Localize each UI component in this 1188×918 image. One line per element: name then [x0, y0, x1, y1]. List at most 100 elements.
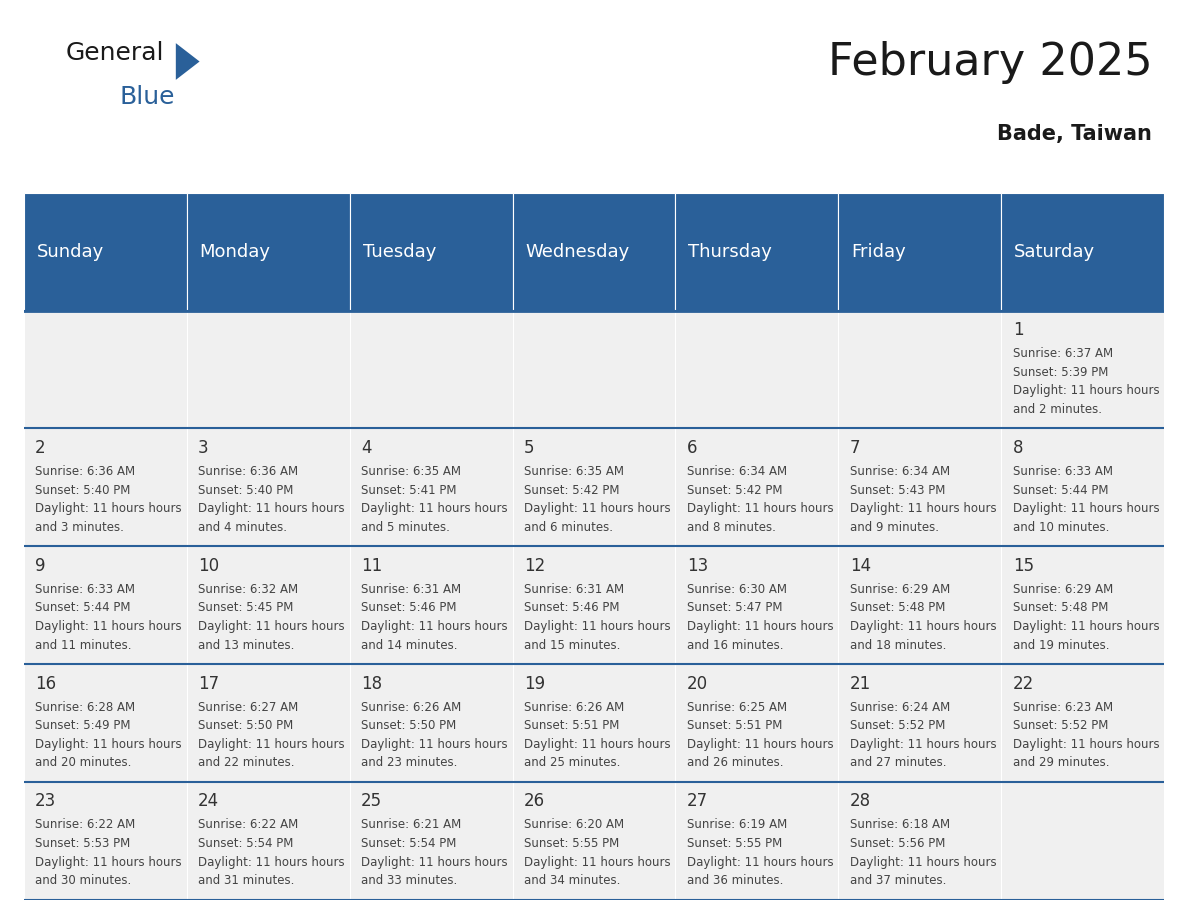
Text: Sunrise: 6:31 AM: Sunrise: 6:31 AM [524, 583, 624, 596]
Text: Daylight: 11 hours hours: Daylight: 11 hours hours [198, 620, 345, 633]
Text: Sunset: 5:52 PM: Sunset: 5:52 PM [1012, 719, 1108, 733]
Text: Blue: Blue [120, 85, 176, 109]
Text: Sunrise: 6:18 AM: Sunrise: 6:18 AM [849, 818, 950, 832]
Text: 3: 3 [198, 439, 209, 457]
Text: Sunset: 5:48 PM: Sunset: 5:48 PM [1012, 601, 1108, 614]
Bar [1001, 310, 1164, 429]
Text: 19: 19 [524, 675, 545, 692]
Bar [839, 664, 1001, 782]
Text: Sunset: 5:47 PM: Sunset: 5:47 PM [687, 601, 783, 614]
Bar [1001, 782, 1164, 900]
Text: 7: 7 [849, 439, 860, 457]
Text: General: General [65, 41, 164, 65]
Bar [676, 310, 839, 429]
Text: and 14 minutes.: and 14 minutes. [361, 639, 457, 652]
Text: Daylight: 11 hours hours: Daylight: 11 hours hours [361, 502, 507, 515]
Text: 6: 6 [687, 439, 697, 457]
Text: Sunset: 5:50 PM: Sunset: 5:50 PM [198, 719, 293, 733]
Text: Sunset: 5:42 PM: Sunset: 5:42 PM [687, 484, 783, 497]
Text: 24: 24 [198, 792, 220, 811]
Text: and 5 minutes.: and 5 minutes. [361, 521, 450, 533]
Text: Daylight: 11 hours hours: Daylight: 11 hours hours [36, 620, 182, 633]
Text: and 4 minutes.: and 4 minutes. [198, 521, 287, 533]
Text: 27: 27 [687, 792, 708, 811]
Bar [349, 664, 512, 782]
Text: Monday: Monday [200, 242, 271, 261]
Text: and 34 minutes.: and 34 minutes. [524, 874, 620, 887]
Text: Sunset: 5:44 PM: Sunset: 5:44 PM [36, 601, 131, 614]
Text: Daylight: 11 hours hours: Daylight: 11 hours hours [361, 856, 507, 868]
Text: 22: 22 [1012, 675, 1034, 692]
Text: Sunset: 5:53 PM: Sunset: 5:53 PM [36, 837, 131, 850]
Text: Daylight: 11 hours hours: Daylight: 11 hours hours [524, 738, 670, 751]
Text: Sunrise: 6:23 AM: Sunrise: 6:23 AM [1012, 700, 1113, 713]
Text: Sunset: 5:50 PM: Sunset: 5:50 PM [361, 719, 456, 733]
Text: Sunset: 5:54 PM: Sunset: 5:54 PM [198, 837, 293, 850]
Bar [349, 429, 512, 546]
Text: and 3 minutes.: and 3 minutes. [36, 521, 124, 533]
Text: and 33 minutes.: and 33 minutes. [361, 874, 457, 887]
Text: and 13 minutes.: and 13 minutes. [198, 639, 295, 652]
Text: Sunrise: 6:34 AM: Sunrise: 6:34 AM [849, 465, 950, 478]
Bar [1001, 546, 1164, 664]
Text: Sunset: 5:42 PM: Sunset: 5:42 PM [524, 484, 619, 497]
Text: 16: 16 [36, 675, 56, 692]
Text: Daylight: 11 hours hours: Daylight: 11 hours hours [198, 502, 345, 515]
Text: Sunset: 5:51 PM: Sunset: 5:51 PM [524, 719, 619, 733]
Text: Sunrise: 6:29 AM: Sunrise: 6:29 AM [1012, 583, 1113, 596]
Text: 26: 26 [524, 792, 545, 811]
Bar [676, 193, 839, 310]
Bar [512, 193, 676, 310]
Text: and 25 minutes.: and 25 minutes. [524, 756, 620, 769]
Bar [187, 782, 349, 900]
Text: Sunrise: 6:36 AM: Sunrise: 6:36 AM [36, 465, 135, 478]
Text: 12: 12 [524, 557, 545, 575]
Text: Daylight: 11 hours hours: Daylight: 11 hours hours [524, 502, 670, 515]
Bar [24, 429, 187, 546]
Bar [676, 546, 839, 664]
Text: Daylight: 11 hours hours: Daylight: 11 hours hours [687, 502, 834, 515]
Text: Sunrise: 6:35 AM: Sunrise: 6:35 AM [361, 465, 461, 478]
Text: 21: 21 [849, 675, 871, 692]
Text: Daylight: 11 hours hours: Daylight: 11 hours hours [36, 738, 182, 751]
Bar [187, 429, 349, 546]
Text: Sunrise: 6:32 AM: Sunrise: 6:32 AM [198, 583, 298, 596]
Bar [24, 546, 187, 664]
Text: Sunrise: 6:28 AM: Sunrise: 6:28 AM [36, 700, 135, 713]
Text: Sunrise: 6:25 AM: Sunrise: 6:25 AM [687, 700, 786, 713]
Text: Sunrise: 6:36 AM: Sunrise: 6:36 AM [198, 465, 298, 478]
Bar [187, 664, 349, 782]
Bar [839, 546, 1001, 664]
Text: Daylight: 11 hours hours: Daylight: 11 hours hours [524, 856, 670, 868]
Text: Daylight: 11 hours hours: Daylight: 11 hours hours [849, 620, 997, 633]
Text: and 23 minutes.: and 23 minutes. [361, 756, 457, 769]
Text: 10: 10 [198, 557, 220, 575]
Text: Daylight: 11 hours hours: Daylight: 11 hours hours [36, 856, 182, 868]
Text: Sunset: 5:51 PM: Sunset: 5:51 PM [687, 719, 782, 733]
Text: Sunset: 5:41 PM: Sunset: 5:41 PM [361, 484, 456, 497]
Text: Sunset: 5:55 PM: Sunset: 5:55 PM [524, 837, 619, 850]
Text: Daylight: 11 hours hours: Daylight: 11 hours hours [1012, 385, 1159, 397]
Bar [512, 664, 676, 782]
Text: and 2 minutes.: and 2 minutes. [1012, 403, 1101, 416]
Bar [349, 782, 512, 900]
Text: Sunrise: 6:34 AM: Sunrise: 6:34 AM [687, 465, 786, 478]
Text: Daylight: 11 hours hours: Daylight: 11 hours hours [687, 738, 834, 751]
Text: Daylight: 11 hours hours: Daylight: 11 hours hours [198, 856, 345, 868]
Text: and 30 minutes.: and 30 minutes. [36, 874, 132, 887]
Text: Sunrise: 6:37 AM: Sunrise: 6:37 AM [1012, 347, 1113, 360]
Bar [512, 546, 676, 664]
Text: 2: 2 [36, 439, 46, 457]
Text: Tuesday: Tuesday [362, 242, 436, 261]
Text: and 37 minutes.: and 37 minutes. [849, 874, 946, 887]
Text: and 6 minutes.: and 6 minutes. [524, 521, 613, 533]
Bar [24, 782, 187, 900]
Text: and 29 minutes.: and 29 minutes. [1012, 756, 1110, 769]
Text: Daylight: 11 hours hours: Daylight: 11 hours hours [849, 738, 997, 751]
Text: Sunset: 5:54 PM: Sunset: 5:54 PM [361, 837, 456, 850]
Text: 4: 4 [361, 439, 372, 457]
Bar [676, 429, 839, 546]
Text: Sunrise: 6:22 AM: Sunrise: 6:22 AM [198, 818, 298, 832]
Text: 11: 11 [361, 557, 383, 575]
Bar [839, 429, 1001, 546]
